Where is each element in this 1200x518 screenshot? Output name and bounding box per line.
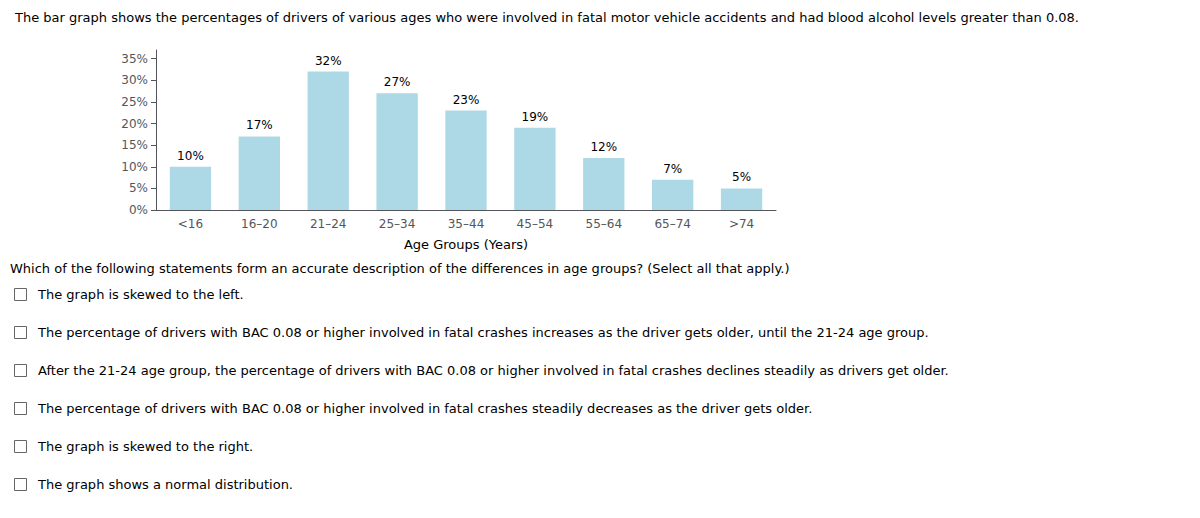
svg-text:7%: 7%: [663, 162, 682, 176]
svg-text:Which of the following stateme: Which of the following statements form a…: [10, 261, 789, 276]
svg-text:5%: 5%: [732, 170, 751, 184]
svg-text:12%: 12%: [590, 140, 617, 154]
svg-text:15%: 15%: [121, 138, 148, 152]
svg-text:65–74: 65–74: [654, 217, 691, 231]
svg-text:The bar graph shows the percen: The bar graph shows the percentages of d…: [14, 10, 1079, 25]
svg-text:The graph is skewed to the lef: The graph is skewed to the left.: [37, 287, 244, 302]
svg-text:21–24: 21–24: [310, 217, 347, 231]
svg-text:After the 21-24 age group, the: After the 21-24 age group, the percentag…: [38, 363, 949, 378]
svg-text:23%: 23%: [453, 93, 480, 107]
svg-text:17%: 17%: [246, 118, 273, 132]
svg-text:32%: 32%: [315, 54, 342, 68]
svg-text:20%: 20%: [121, 117, 148, 131]
svg-text:>74: >74: [729, 217, 754, 231]
svg-text:25%: 25%: [121, 95, 148, 109]
svg-text:<16: <16: [178, 217, 203, 231]
svg-text:10%: 10%: [121, 160, 148, 174]
svg-text:25–34: 25–34: [379, 217, 416, 231]
svg-text:27%: 27%: [384, 75, 411, 89]
svg-text:35–44: 35–44: [448, 217, 485, 231]
svg-text:5%: 5%: [129, 181, 148, 195]
svg-text:30%: 30%: [121, 73, 148, 87]
svg-text:35%: 35%: [121, 52, 148, 66]
svg-text:The percentage of drivers with: The percentage of drivers with BAC 0.08 …: [37, 401, 812, 416]
svg-text:The graph is skewed to the rig: The graph is skewed to the right.: [37, 439, 253, 454]
svg-text:Age Groups (Years): Age Groups (Years): [404, 237, 528, 252]
svg-text:The percentage of drivers with: The percentage of drivers with BAC 0.08 …: [37, 325, 929, 340]
svg-text:10%: 10%: [177, 149, 204, 163]
svg-text:55–64: 55–64: [586, 217, 623, 231]
svg-text:16–20: 16–20: [241, 217, 278, 231]
svg-text:45–54: 45–54: [517, 217, 554, 231]
svg-text:0%: 0%: [129, 203, 148, 217]
svg-text:The graph shows a normal distr: The graph shows a normal distribution.: [37, 477, 293, 492]
svg-text:19%: 19%: [522, 110, 549, 124]
